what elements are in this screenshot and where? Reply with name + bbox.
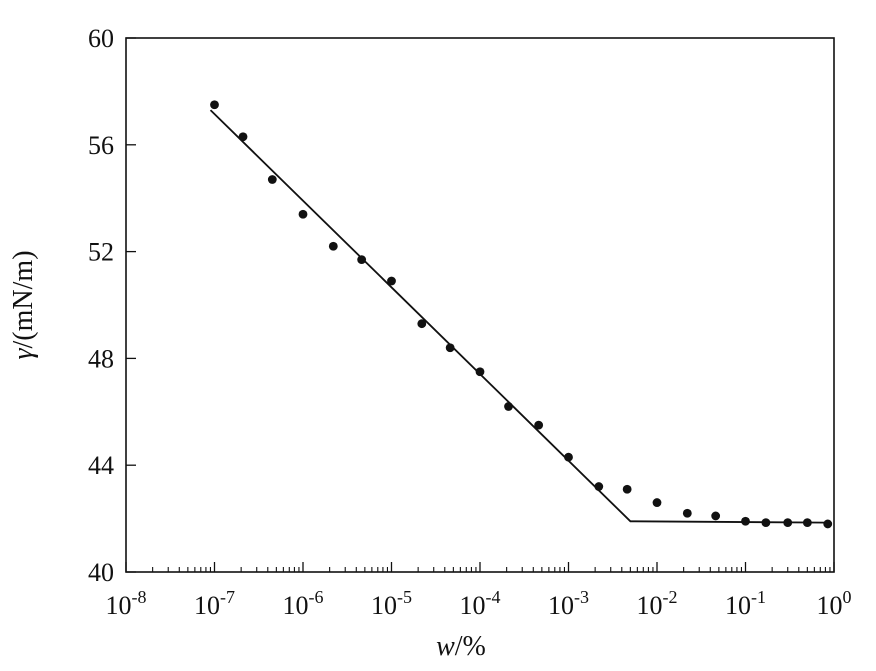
x-tick-label-exponent: -1 xyxy=(751,587,766,607)
data-point xyxy=(298,209,308,219)
data-point xyxy=(475,367,485,377)
y-axis-label-var: γ xyxy=(8,348,39,360)
x-tick-label-base: 10 xyxy=(460,591,486,620)
data-point xyxy=(210,100,219,110)
data-point xyxy=(823,519,833,529)
data-point xyxy=(594,482,604,491)
x-tick-label-exponent: 0 xyxy=(843,587,852,607)
y-tick-label: 48 xyxy=(88,344,114,373)
y-tick-labels: 40 44 48 52 56 60 xyxy=(88,24,114,587)
x-tick-label-exponent: -2 xyxy=(663,587,678,607)
y-tick-label: 60 xyxy=(88,24,114,53)
data-point xyxy=(741,516,750,526)
x-tick-label: 10-8 xyxy=(106,587,147,620)
x-axis-label-var: w xyxy=(436,631,455,662)
data-point xyxy=(387,276,396,286)
data-point xyxy=(267,175,277,184)
data-points-group xyxy=(210,100,833,529)
y-tick-label: 56 xyxy=(88,131,114,160)
y-tick-label: 40 xyxy=(88,558,114,587)
plot-frame xyxy=(125,37,835,573)
data-point xyxy=(328,241,338,251)
data-point xyxy=(761,518,771,528)
x-tick-label-exponent: -3 xyxy=(574,587,589,607)
data-point xyxy=(357,255,367,265)
axis-major-ticks xyxy=(125,37,835,573)
data-point xyxy=(783,518,793,528)
x-tick-label-base: 10 xyxy=(637,591,663,620)
x-axis-label-unit: /% xyxy=(455,631,486,662)
x-tick-label: 100 xyxy=(817,587,852,620)
data-point xyxy=(564,452,573,462)
x-tick-label-exponent: -6 xyxy=(309,587,324,607)
fit-line xyxy=(209,109,828,524)
y-axis-label: γ/(mN/m) xyxy=(8,250,39,359)
x-tick-label-base: 10 xyxy=(283,591,309,620)
x-tick-label-base: 10 xyxy=(371,591,397,620)
x-tick-label-exponent: -5 xyxy=(397,587,412,607)
x-tick-labels: 10-8 10-7 10-6 10-5 10-4 10-3 10-2 10-1 100 xyxy=(106,587,852,620)
y-tick-label: 52 xyxy=(88,238,114,267)
x-tick-label: 10-2 xyxy=(637,587,678,620)
x-tick-label: 10-7 xyxy=(194,587,235,620)
x-minor-ticks xyxy=(152,567,831,572)
data-point xyxy=(445,343,455,353)
fit-line-group xyxy=(209,109,828,524)
x-tick-label-exponent: -4 xyxy=(486,587,501,607)
data-point xyxy=(534,420,544,430)
x-tick-label-base: 10 xyxy=(106,591,132,620)
data-point xyxy=(622,484,632,494)
x-tick-label: 10-1 xyxy=(725,587,766,620)
x-tick-label-exponent: -8 xyxy=(132,587,147,607)
data-point xyxy=(504,402,513,411)
x-tick-label-base: 10 xyxy=(548,591,574,620)
data-point xyxy=(711,511,721,521)
x-tick-label: 10-3 xyxy=(548,587,589,620)
x-tick-label: 10-4 xyxy=(460,587,501,620)
x-tick-label: 10-6 xyxy=(283,587,324,620)
y-axis-label-unit: /(mN/m) xyxy=(8,250,39,348)
data-point xyxy=(652,498,662,507)
data-point xyxy=(238,132,248,142)
x-tick-label-base: 10 xyxy=(194,591,220,620)
x-tick-label: 10-5 xyxy=(371,587,412,620)
x-tick-label-exponent: -7 xyxy=(220,587,235,607)
x-tick-label-base: 10 xyxy=(725,591,751,620)
data-point xyxy=(682,508,692,518)
y-tick-label: 44 xyxy=(88,451,114,480)
data-point xyxy=(802,518,812,528)
data-point xyxy=(417,319,427,329)
x-axis-label: w/% xyxy=(436,631,486,662)
x-tick-label-base: 10 xyxy=(817,591,843,620)
